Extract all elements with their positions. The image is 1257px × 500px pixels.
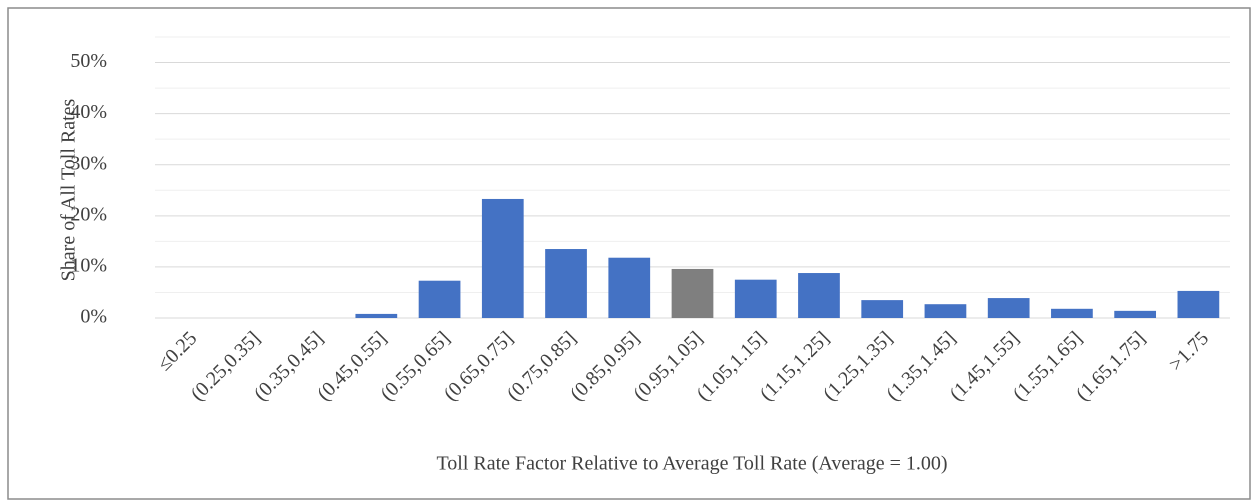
y-tick-label: 20% [70, 203, 107, 225]
bar [924, 304, 967, 318]
bar [734, 279, 777, 318]
y-tick-label: 10% [70, 255, 107, 277]
chart-frame [7, 7, 1251, 500]
bar [545, 249, 587, 318]
y-tick-label: 40% [70, 101, 107, 123]
bar [987, 298, 1030, 318]
bar [1177, 290, 1220, 318]
bar [418, 280, 461, 318]
bar [608, 257, 651, 318]
bar [355, 313, 398, 318]
y-tick-label: 30% [70, 152, 107, 174]
bar [481, 198, 524, 318]
bar [1114, 310, 1157, 318]
bar [1051, 308, 1093, 318]
bar [798, 273, 840, 318]
bar [671, 268, 714, 318]
y-tick-label: 50% [70, 50, 107, 72]
y-axis-title: Share of All Toll Rates [58, 98, 80, 281]
x-axis-title: Toll Rate Factor Relative to Average Tol… [436, 453, 947, 475]
bar [861, 300, 904, 318]
y-tick-label: 0% [80, 306, 107, 328]
